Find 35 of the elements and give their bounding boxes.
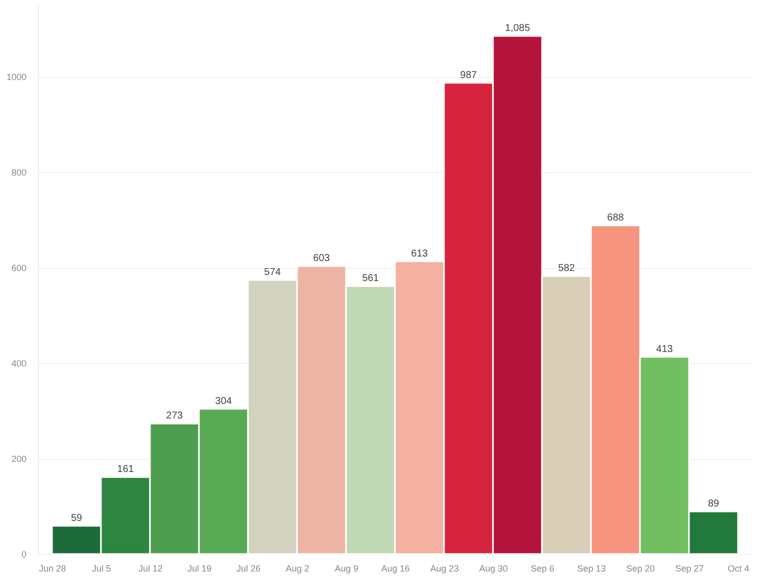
data-label: 987 — [460, 70, 478, 81]
data-label: 582 — [558, 263, 576, 274]
x-tick-label: Jul 12 — [138, 564, 163, 574]
y-tick-label: 200 — [11, 454, 26, 464]
data-label: 89 — [708, 498, 720, 510]
data-label: 613 — [411, 248, 428, 260]
y-tick-label: 400 — [11, 358, 26, 369]
x-tick-label: Aug 30 — [479, 564, 508, 574]
x-tick-label: Jul 26 — [236, 564, 261, 574]
data-label: 161 — [117, 464, 134, 476]
y-tick-label: 1000 — [6, 72, 26, 82]
data-label: 561 — [362, 273, 380, 284]
x-tick-label: Aug 16 — [381, 564, 410, 574]
x-tick-label: Jul 19 — [187, 564, 212, 574]
x-tick-label: Aug 9 — [334, 564, 358, 574]
data-label: 59 — [70, 512, 82, 524]
y-tick-label: 800 — [11, 168, 26, 178]
data-label: 304 — [215, 396, 232, 407]
x-tick-label: Sep 27 — [675, 564, 704, 574]
data-label: 574 — [264, 266, 282, 278]
x-tick-label: Aug 2 — [286, 564, 310, 574]
data-label: 413 — [656, 344, 674, 355]
x-tick-label: Sep 13 — [577, 564, 606, 574]
x-tick-label: Aug 23 — [430, 564, 459, 574]
data-label: 273 — [166, 410, 184, 422]
x-tick-label: Oct 4 — [728, 564, 750, 574]
x-tick-label: Sep 20 — [626, 564, 655, 574]
y-tick-label: 0 — [21, 550, 26, 560]
x-tick-label: Jun 28 — [38, 564, 66, 574]
y-tick-label: 600 — [11, 263, 26, 274]
data-label: 603 — [313, 253, 330, 264]
x-tick-label: Sep 6 — [530, 564, 554, 574]
data-label: 688 — [607, 212, 624, 224]
data-label: 1,085 — [504, 23, 530, 34]
x-tick-label: Jul 5 — [92, 564, 112, 574]
